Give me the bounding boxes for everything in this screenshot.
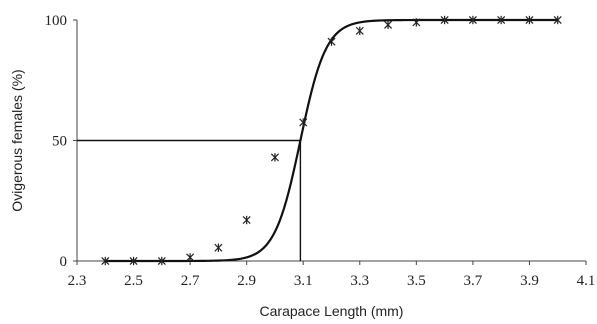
data-points: [101, 15, 562, 266]
x-tick-label: 4.1: [577, 273, 596, 289]
data-point: [412, 18, 421, 27]
y-tick-label: 0: [60, 254, 68, 270]
data-point: [327, 37, 336, 46]
x-tick-label: 3.9: [520, 273, 539, 289]
data-point: [129, 256, 138, 266]
x-tick-label: 3.5: [407, 273, 426, 289]
data-point: [468, 15, 477, 25]
data-point: [553, 15, 562, 25]
data-point: [525, 15, 534, 25]
data-point: [270, 153, 279, 162]
x-tick-label: 3.1: [294, 273, 313, 289]
data-point: [299, 118, 308, 127]
x-tick-label: 2.7: [181, 273, 200, 289]
data-point: [242, 215, 251, 225]
y-tick-label: 100: [45, 13, 68, 29]
y-axis-title: Ovigerous females (%): [9, 69, 25, 211]
x-tick-label: 2.5: [124, 273, 143, 289]
ticks: 2.3 2.5 2.7 2.9 3.1 3.3 3.5 3.7 3.9 4.1 0 50 100: [45, 13, 596, 289]
x-tick-label: 2.9: [237, 273, 256, 289]
data-point: [157, 256, 166, 266]
x-tick-label: 2.3: [68, 273, 87, 289]
data-point: [101, 256, 110, 266]
data-point: [186, 253, 195, 262]
x-tick-label: 3.3: [350, 273, 369, 289]
data-point: [497, 15, 506, 25]
x-axis-title: Carapace Length (mm): [260, 303, 404, 319]
x-tick-label: 3.7: [464, 273, 483, 289]
data-point: [214, 243, 223, 252]
data-point: [440, 15, 449, 25]
data-point: [384, 20, 393, 30]
y-tick-label: 50: [52, 134, 67, 150]
data-point: [355, 26, 364, 36]
